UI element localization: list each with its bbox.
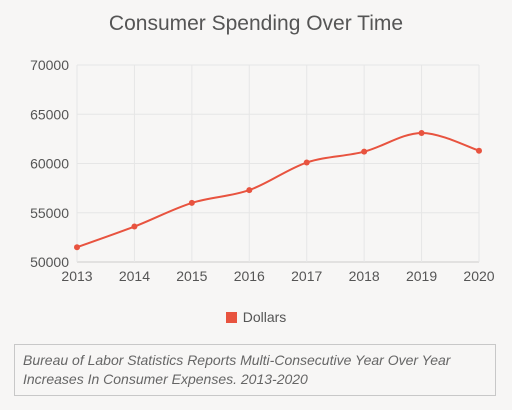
data-point[interactable] [131,223,138,230]
data-point[interactable] [303,159,310,166]
y-tick-label: 70000 [30,57,69,73]
legend[interactable]: Dollars [0,309,512,325]
y-tick-label: 55000 [30,205,69,221]
data-point[interactable] [476,147,482,154]
x-axis-ticks: 2013 2014 2015 2016 2017 2018 2019 2020 [61,268,494,284]
data-point[interactable] [418,129,425,136]
y-tick-label: 50000 [30,254,69,270]
data-point[interactable] [246,187,253,194]
data-point[interactable] [74,244,80,251]
x-tick-label: 2017 [291,268,322,284]
legend-swatch [225,311,237,323]
x-tick-label: 2018 [349,268,380,284]
x-tick-label: 2016 [234,268,265,284]
x-tick-label: 2015 [176,268,207,284]
data-point[interactable] [188,199,195,206]
legend-label: Dollars [242,309,287,325]
y-axis-ticks: 70000 65000 60000 55000 50000 [30,57,69,270]
data-point[interactable] [361,148,368,155]
chart-title: Consumer Spending Over Time [108,12,404,35]
series-dollars [74,129,482,251]
series-line [76,131,480,249]
x-tick-label: 2020 [463,268,494,284]
y-tick-label: 65000 [30,106,69,122]
chart-caption: Bureau of Labor Statistics Reports Multi… [14,344,496,396]
x-tick-label: 2014 [119,268,150,284]
x-tick-label: 2019 [406,268,437,284]
y-tick-label: 60000 [30,156,69,172]
x-tick-label: 2013 [61,268,92,284]
grid [76,64,480,263]
